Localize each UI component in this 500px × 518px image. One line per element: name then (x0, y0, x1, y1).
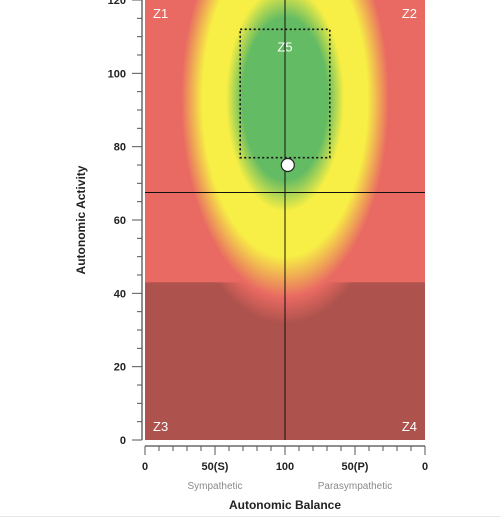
x-sublabel-parasympathetic: Parasympathetic (318, 481, 392, 492)
x-tick-label: 50(S) (202, 461, 229, 473)
zone-label-z2: Z2 (402, 6, 417, 21)
zone-label-z4: Z4 (402, 419, 417, 434)
y-axis-title: Autonomic Activity (74, 165, 88, 274)
x-axis: 0 50(S) 100 50(P) 0 (142, 445, 428, 473)
y-tick-label: 120 (108, 0, 126, 7)
x-tick-label: 100 (276, 461, 294, 473)
bottom-divider (0, 516, 500, 517)
x-tick-label: 50(P) (342, 461, 369, 473)
y-tick-label: 0 (120, 435, 126, 447)
zone-label-z3: Z3 (153, 419, 168, 434)
y-tick-label: 80 (114, 142, 126, 154)
y-tick-label: 60 (114, 215, 126, 227)
zone-label-z5: Z5 (277, 39, 292, 54)
y-tick-label: 20 (114, 362, 126, 374)
y-tick-label: 40 (114, 288, 126, 300)
current-state-point (280, 157, 295, 173)
x-axis-title: Autonomic Balance (229, 498, 341, 512)
y-tick-label: 100 (108, 68, 126, 80)
y-axis: 0 20 40 60 80 100 120 (108, 0, 143, 447)
zone-label-z1: Z1 (153, 6, 168, 21)
x-tick-label: 0 (422, 461, 428, 473)
x-sublabel-sympathetic: Sympathetic (187, 481, 242, 492)
x-tick-label: 0 (142, 461, 148, 473)
